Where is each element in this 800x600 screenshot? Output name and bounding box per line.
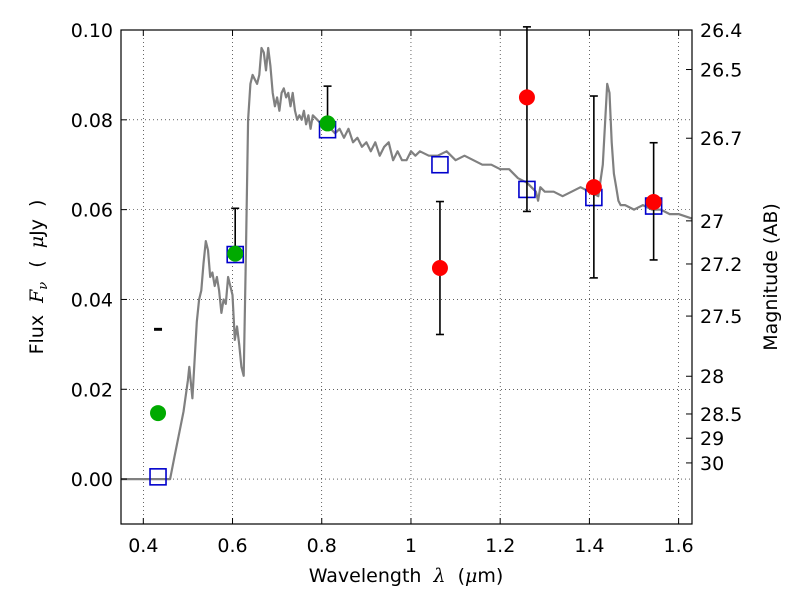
x-axis-label: Wavelength — [309, 565, 422, 587]
x-axis-unit-mu: μ — [465, 565, 477, 587]
y-axis-subscript: ν — [36, 282, 51, 290]
x-tick-label: 1.4 — [574, 535, 604, 557]
y-axis-unit-rest: Jy — [26, 219, 48, 237]
y2-axis-title: Magnitude (AB) — [760, 203, 782, 351]
y2-tick-label: 27.5 — [700, 306, 742, 328]
y-axis-unit-mu: μ — [26, 236, 48, 248]
x-axis-unit-rest: m) — [477, 565, 503, 587]
y-axis-unit-close: ) — [26, 200, 48, 207]
detection-point — [150, 405, 167, 422]
y-tick-label: 0.02 — [71, 379, 113, 401]
x-tick-label: 0.6 — [217, 535, 247, 557]
y2-tick-label: 26.4 — [700, 20, 742, 42]
x-axis-title: Wavelength λ (μm) — [309, 565, 504, 587]
y2-tick-label: 26.7 — [700, 128, 742, 150]
model-photometry-point — [431, 155, 449, 174]
plot-area — [121, 26, 693, 486]
x-axis-unit-open: ( — [458, 565, 465, 587]
x-tick-label: 0.4 — [128, 535, 158, 557]
y-tick-label: 0.06 — [71, 200, 113, 222]
detection-point — [319, 115, 336, 132]
y2-tick-label: 28.5 — [700, 404, 742, 426]
y-tick-label: 0.08 — [71, 110, 113, 132]
model-photometry-point — [149, 468, 167, 486]
y-tick-label: 0.10 — [71, 20, 113, 42]
x-tick-label: 0.8 — [307, 535, 337, 557]
y2-tick-label: 27 — [700, 211, 724, 233]
y2-tick-label: 27.2 — [700, 254, 742, 276]
y-axis-title: Flux Fν ( μJy ) — [26, 200, 52, 355]
y2-tick-label: 26.5 — [700, 60, 742, 82]
observed-point — [645, 194, 662, 211]
y-axis-label: Flux — [26, 315, 48, 355]
x-tick-label: 1.6 — [664, 535, 694, 557]
x-tick-label: 1 — [405, 535, 417, 557]
y-tick-label: 0.04 — [71, 289, 113, 311]
observed-point — [518, 89, 535, 106]
y2-tick-label: 29 — [700, 428, 724, 450]
y-axis-unit-open: ( — [26, 260, 48, 267]
axis-ticks: 0.4 0.6 0.8 1 1.2 1.4 1.6 0.00 0.02 0.04 0.06 0.08 0… — [71, 20, 743, 557]
observed-point — [431, 260, 448, 277]
x-tick-label: 1.2 — [485, 535, 515, 557]
y-tick-label: 0.00 — [71, 469, 113, 491]
plot-frame — [120, 29, 693, 525]
x-axis-symbol: λ — [432, 565, 445, 587]
y2-tick-label: 28 — [700, 366, 724, 388]
y-axis-symbol: F — [26, 289, 48, 304]
detection-point — [227, 245, 244, 262]
observed-point — [585, 179, 602, 196]
y2-tick-label: 30 — [700, 453, 724, 475]
